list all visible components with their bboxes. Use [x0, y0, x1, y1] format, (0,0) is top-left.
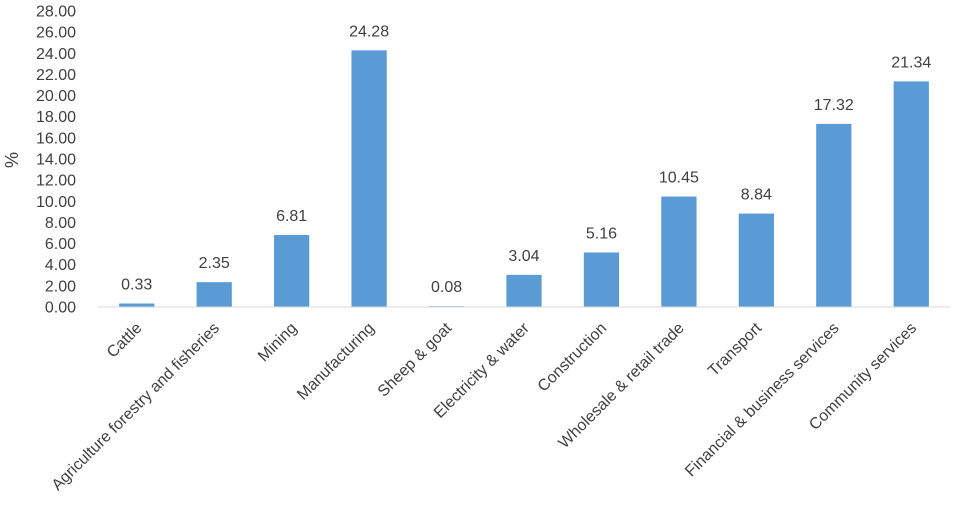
x-category-label: Cattle	[104, 320, 146, 362]
bar-value-label: 24.28	[349, 23, 389, 40]
y-tick-label: 2.00	[45, 278, 76, 295]
bar-value-label: 21.34	[891, 54, 931, 71]
y-tick-label: 0.00	[45, 300, 76, 317]
bar	[583, 252, 620, 307]
bar	[816, 123, 852, 307]
y-tick-label: 16.00	[36, 130, 76, 147]
x-category-label: Sheep & goat	[375, 319, 456, 400]
y-tick-label: 8.00	[45, 215, 76, 232]
y-tick-label: 26.00	[36, 25, 76, 42]
bar-value-label: 2.35	[199, 255, 230, 272]
y-tick-label: 22.00	[36, 67, 76, 84]
y-tick-label: 24.00	[36, 46, 76, 63]
x-category-label: Financial & business services	[682, 320, 842, 480]
x-category-label: Construction	[535, 320, 611, 396]
bar-value-label: 17.32	[814, 97, 854, 114]
bar-value-label: 6.81	[276, 208, 307, 225]
bar	[196, 282, 232, 307]
y-tick-label: 6.00	[45, 236, 76, 253]
bar	[351, 50, 387, 307]
bar	[119, 303, 155, 307]
y-tick-label: 10.00	[36, 194, 76, 211]
y-tick-label: 28.00	[36, 4, 76, 21]
x-category-label: Mining	[255, 320, 300, 365]
bar	[661, 196, 697, 307]
bar-value-label: 5.16	[586, 225, 617, 242]
y-tick-label: 20.00	[36, 88, 76, 105]
y-tick-label: 12.00	[36, 173, 76, 190]
data-labels: 0.33 2.35 6.81 24.28 0.08 3.04 5.16 10.45 8.84 17…	[121, 23, 931, 296]
y-axis: 0.00 2.00 4.00 6.00 8.00 10.00 12.00 14.00 16.00…	[36, 4, 76, 317]
bar-value-label: 8.84	[741, 187, 772, 204]
x-category-label: Transport	[705, 319, 765, 379]
bar	[274, 235, 310, 307]
bar	[893, 81, 929, 307]
bars	[119, 50, 929, 307]
bar-value-label: 0.08	[431, 279, 462, 296]
bar-value-label: 3.04	[508, 248, 539, 265]
y-tick-label: 4.00	[45, 257, 76, 274]
x-category-label: Agriculture forestry and fisheries	[49, 320, 223, 494]
y-tick-label: 18.00	[36, 109, 76, 126]
bar	[738, 213, 774, 307]
bar-value-label: 10.45	[659, 170, 699, 187]
y-tick-label: 14.00	[36, 152, 76, 169]
y-axis-title-group: %	[2, 152, 22, 168]
x-category-label: Manufacturing	[294, 320, 378, 404]
bar-value-label: 0.33	[121, 277, 152, 294]
x-category-label: Wholesale & retail trade	[556, 320, 688, 452]
y-axis-title: %	[2, 152, 22, 168]
bar	[506, 274, 542, 307]
